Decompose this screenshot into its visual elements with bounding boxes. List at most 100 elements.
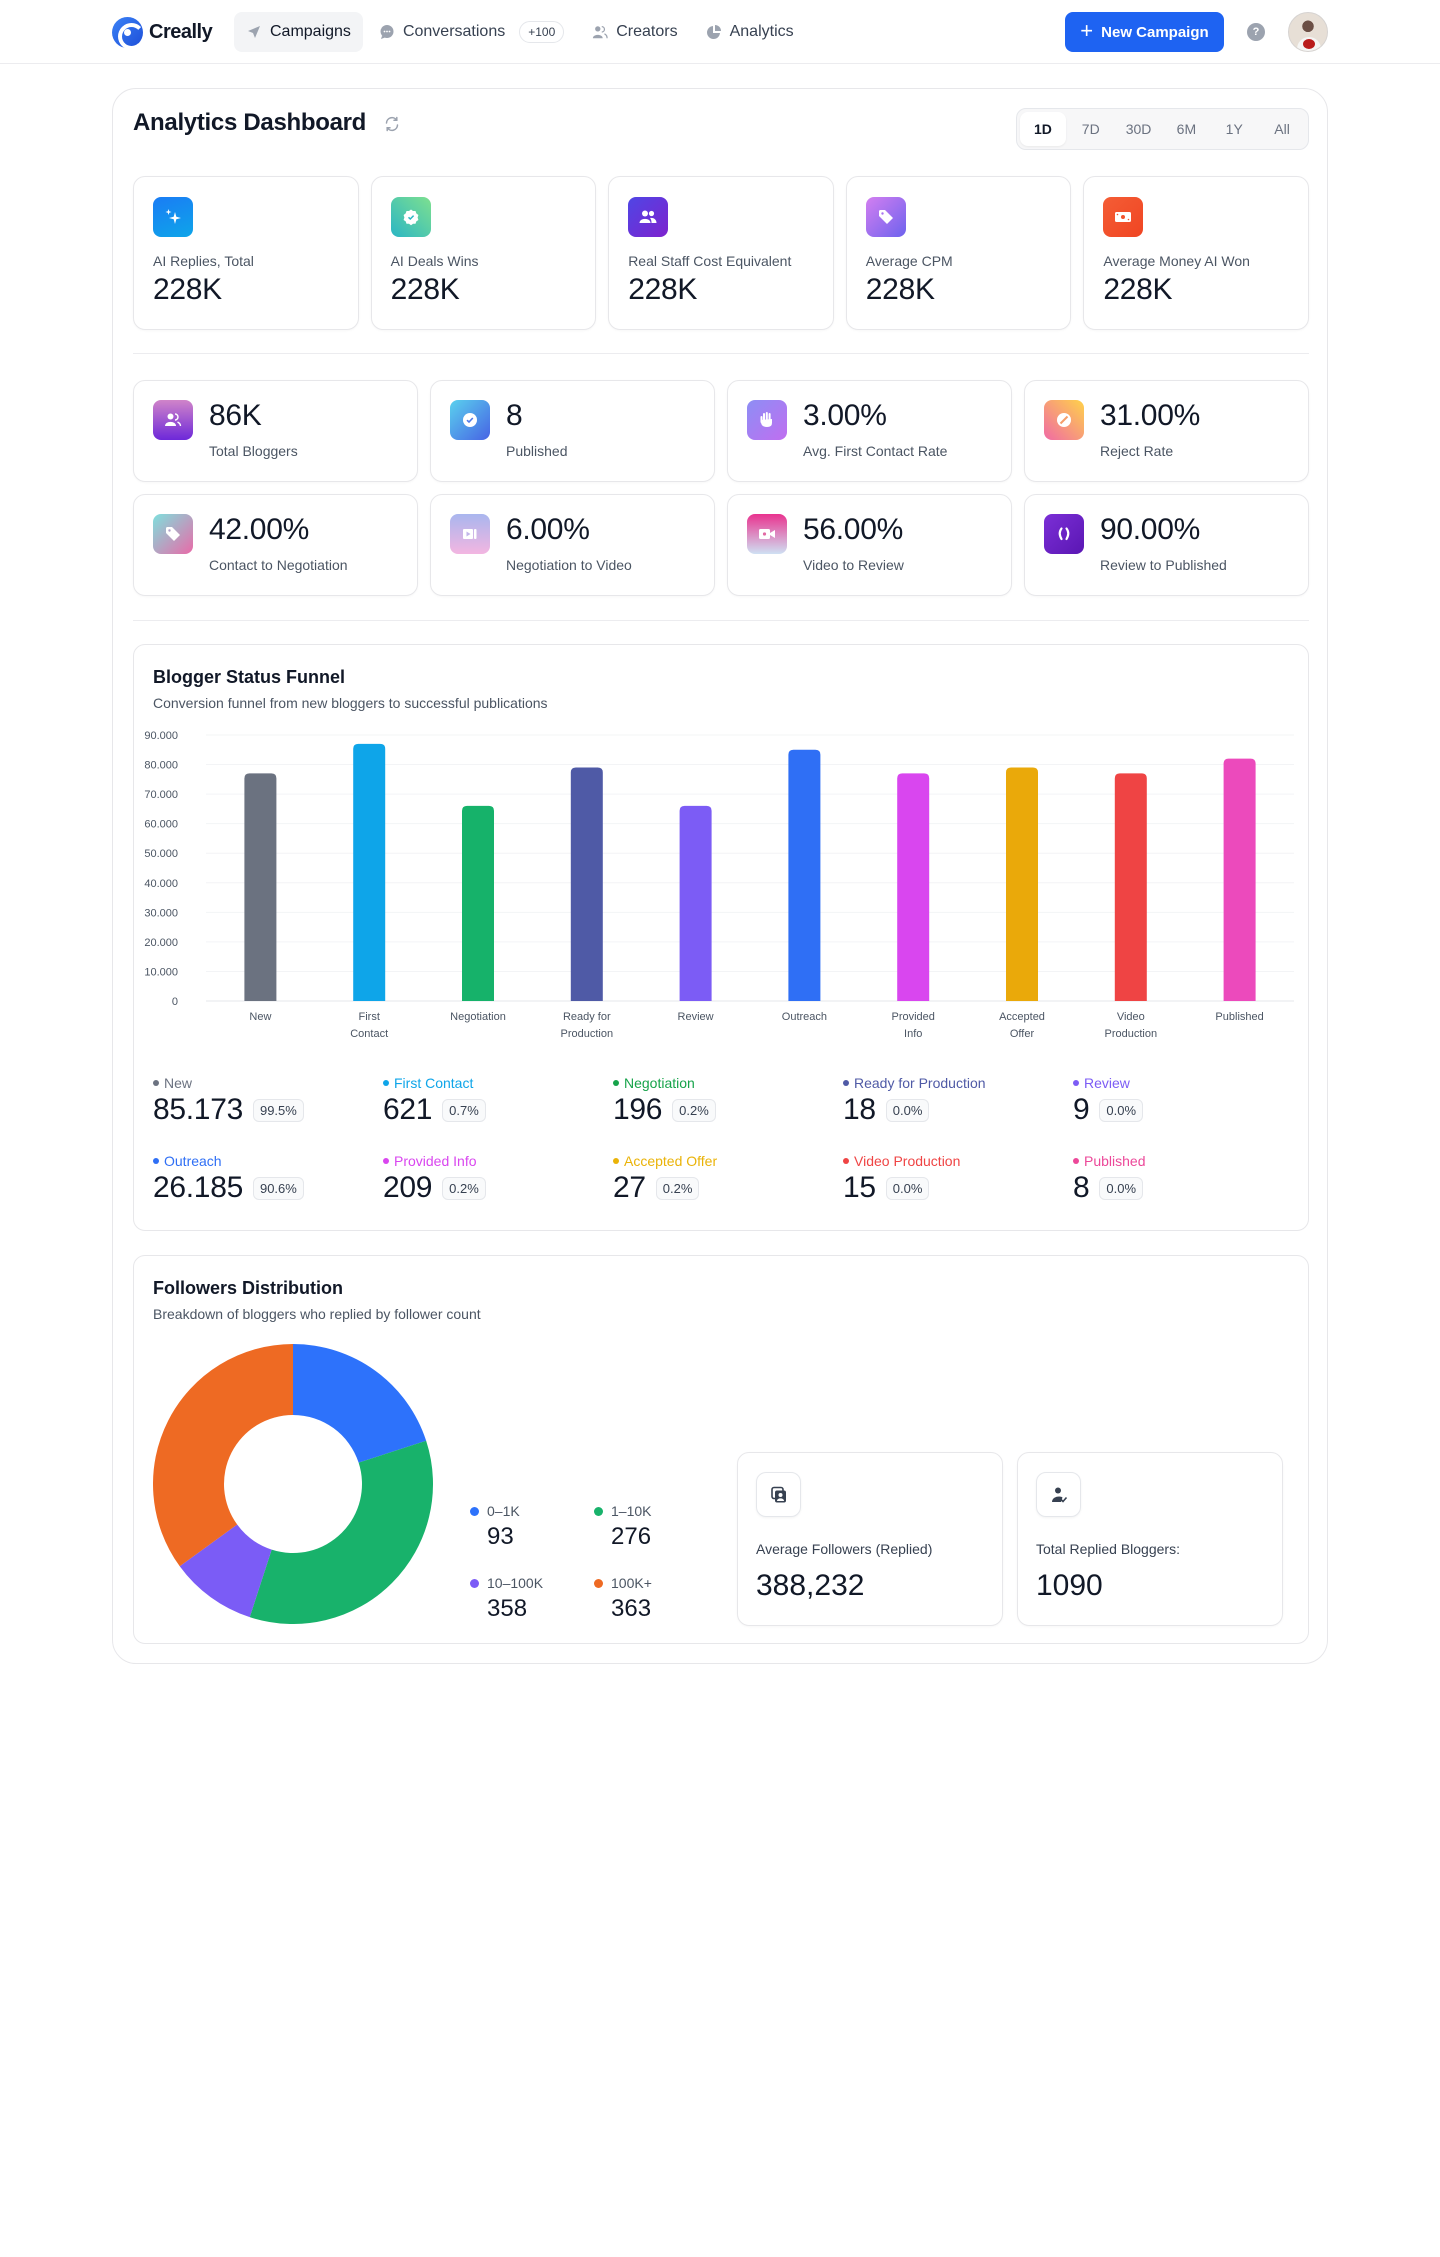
stage-dot [613, 1158, 619, 1164]
bar-negotiation[interactable] [462, 805, 494, 1001]
stage-count: 85.173 [153, 1093, 243, 1126]
nav-item-campaigns[interactable]: Campaigns [234, 12, 363, 52]
ban-icon [1044, 400, 1084, 440]
bar-review[interactable] [679, 805, 712, 1001]
stat-card-contact-to-negotiation: 42.00% Contact to Negotiation [133, 494, 418, 596]
funnel-bar-chart: 0 10.000 20.000 30.000 40.000 50.000 60.000 70.… [144, 730, 1294, 1040]
bar-video-production[interactable] [1114, 773, 1147, 1001]
stage-dot [843, 1158, 849, 1164]
nav-item-creators[interactable]: Creators [580, 12, 689, 52]
funnel-stat-provided-info: Provided Info 209 0.2% [383, 1153, 613, 1231]
users-icon [628, 197, 669, 237]
period-tab-30d[interactable]: 30D [1125, 121, 1152, 137]
stage-label: Provided Info [383, 1153, 613, 1169]
stage-percent-badge: 0.2% [442, 1176, 486, 1200]
kpi-value: 228K [1103, 273, 1173, 306]
funnel-stat-outreach: Outreach 26.185 90.6% [153, 1153, 383, 1231]
logo-text: Creally [149, 20, 213, 43]
nav-item-conversations[interactable]: Conversations +100 [367, 12, 576, 52]
donut-slice-0-1k[interactable] [293, 1344, 427, 1463]
nav-item-analytics[interactable]: Analytics [694, 12, 806, 52]
logo-icon [112, 16, 145, 50]
legend-label: 1–10K [611, 1503, 652, 1519]
kpi-label: AI Deals Wins [390, 253, 479, 269]
users-icon [592, 24, 608, 40]
period-tab-all[interactable]: All [1274, 121, 1290, 137]
stat-card-reject-rate: 31.00% Reject Rate [1024, 380, 1309, 482]
bar-published[interactable] [1223, 758, 1256, 1001]
stat-card-total-bloggers: 86K Total Bloggers [133, 380, 418, 482]
x-tick-label: Accepted [999, 1011, 1045, 1023]
plus-icon: + [1080, 18, 1094, 43]
legend-item-1-10k: 1–10K 276 [594, 1503, 718, 1575]
stage-percent-badge: 0.2% [672, 1098, 716, 1122]
nav-label: Creators [616, 23, 678, 40]
stat-label: Avg. First Contact Rate [803, 443, 948, 459]
period-tab-1y[interactable]: 1Y [1225, 121, 1243, 137]
stage-percent-badge: 0.0% [885, 1098, 930, 1122]
y-tick-label: 70.000 [144, 789, 178, 801]
legend-value: 276 [611, 1523, 652, 1550]
banknote-icon [1103, 197, 1144, 237]
stage-dot [1073, 1080, 1079, 1086]
kpi-value: 228K [390, 273, 460, 306]
legend-value: 358 [487, 1595, 528, 1622]
funnel-stat-review: Review 9 0.0% [1073, 1075, 1303, 1153]
bar-first-contact[interactable] [353, 743, 386, 1001]
period-tab-6m[interactable]: 6M [1176, 121, 1197, 137]
stage-dot [613, 1080, 619, 1086]
bar-new[interactable] [244, 773, 277, 1001]
kpi-label: Average CPM [865, 253, 953, 269]
stage-label: Accepted Offer [613, 1153, 843, 1169]
stage-count: 209 [383, 1171, 433, 1204]
kpi-label: Average Money AI Won [1103, 253, 1250, 269]
period-tab-1d[interactable]: 1D [1020, 112, 1066, 146]
funnel-title: Blogger Status Funnel [153, 667, 346, 687]
bar-outreach[interactable] [788, 749, 821, 1001]
stat-value: 6.00% [506, 513, 590, 546]
avatar[interactable] [1288, 12, 1328, 52]
stat-label: Published [506, 443, 568, 459]
stage-label: Outreach [153, 1153, 383, 1169]
total-replied-bloggers-card: Total Replied Bloggers: 1090 [1017, 1452, 1283, 1626]
funnel-stat-video-production: Video Production 15 0.0% [843, 1153, 1073, 1231]
nav-label: Conversations [402, 23, 506, 40]
analytics-dashboard-card: Analytics Dashboard 1D 7D 30D 6M 1Y All … [112, 88, 1328, 1664]
conversations-count-badge: +100 [519, 21, 565, 43]
funnel-stat-published: Published 8 0.0% [1073, 1153, 1303, 1231]
donut-slice-1-10k[interactable] [249, 1440, 433, 1624]
legend-label: 0–1K [487, 1503, 520, 1519]
kpi-value: 228K [865, 273, 935, 306]
logo[interactable]: Creally [112, 16, 213, 50]
main-nav: Campaigns Conversations +100 Creators An… [234, 12, 806, 52]
new-campaign-button[interactable]: + New Campaign [1065, 12, 1224, 52]
bar-accepted-offer[interactable] [1006, 767, 1038, 1001]
stage-label: First Contact [383, 1075, 613, 1091]
stage-percent-badge: 0.0% [1099, 1098, 1144, 1122]
period-tab-7d[interactable]: 7D [1081, 121, 1100, 137]
legend-value: 363 [611, 1595, 652, 1622]
section-divider [133, 620, 1309, 621]
bar-provided-info[interactable] [897, 773, 930, 1001]
stat-label: Video to Review [803, 557, 904, 573]
tag-icon [865, 197, 906, 237]
bar-ready-for-production[interactable] [570, 767, 603, 1001]
followers-donut-chart [153, 1344, 433, 1624]
legend-dot [470, 1578, 479, 1588]
stage-dot [153, 1080, 159, 1086]
hand-icon [747, 400, 787, 440]
stat-label: Contact to Negotiation [209, 557, 348, 573]
pie-chart-icon [706, 24, 722, 40]
legend-label: 100K+ [611, 1575, 652, 1591]
funnel-stage-stats: New 85.173 99.5% First Contact 621 0.7% Ne… [153, 1075, 1293, 1231]
donut-slice-100k-[interactable] [153, 1344, 293, 1567]
y-tick-label: 60.000 [144, 819, 178, 831]
kpi-card-average-money-ai-won: Average Money AI Won 228K [1083, 176, 1309, 330]
y-tick-label: 40.000 [144, 878, 178, 890]
refresh-icon[interactable] [383, 115, 401, 133]
y-tick-label: 50.000 [144, 848, 178, 860]
help-icon[interactable]: ? [1247, 23, 1265, 41]
x-tick-label: Review [678, 1011, 714, 1023]
stage-count: 26.185 [153, 1171, 243, 1204]
donut-slice-10-100k[interactable] [179, 1524, 272, 1618]
